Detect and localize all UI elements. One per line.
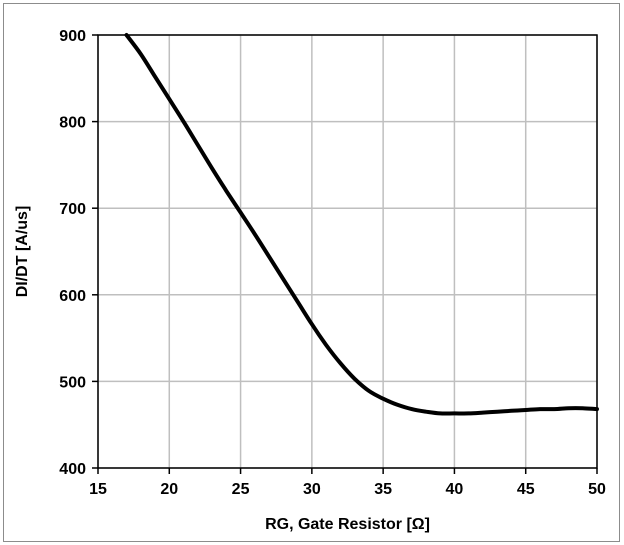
x-axis-title: RG, Gate Resistor [Ω] [265,516,430,533]
x-tick-label-40: 40 [446,481,464,498]
x-tick-labels: 15 20 25 30 35 40 45 50 [89,481,606,498]
x-tick-label-30: 30 [303,481,321,498]
series-line [124,33,599,416]
y-tick-label-400: 400 [59,461,86,478]
y-tick-label-700: 700 [59,201,86,218]
axis-ticks [92,34,598,474]
plot-area-border [97,34,598,469]
y-axis-title: DI/DT [A/us] [14,206,31,298]
y-tick-label-800: 800 [59,115,86,132]
x-tick-label-45: 45 [517,481,535,498]
x-tick-label-25: 25 [232,481,250,498]
y-tick-label-900: 900 [59,28,86,45]
grid-lines [97,34,598,469]
x-tick-label-50: 50 [588,481,606,498]
y-tick-label-600: 600 [59,288,86,305]
y-tick-label-500: 500 [59,374,86,391]
x-tick-label-20: 20 [160,481,178,498]
x-tick-label-35: 35 [374,481,392,498]
x-tick-label-15: 15 [89,481,107,498]
y-tick-labels: 400 500 600 700 800 900 [59,28,86,478]
